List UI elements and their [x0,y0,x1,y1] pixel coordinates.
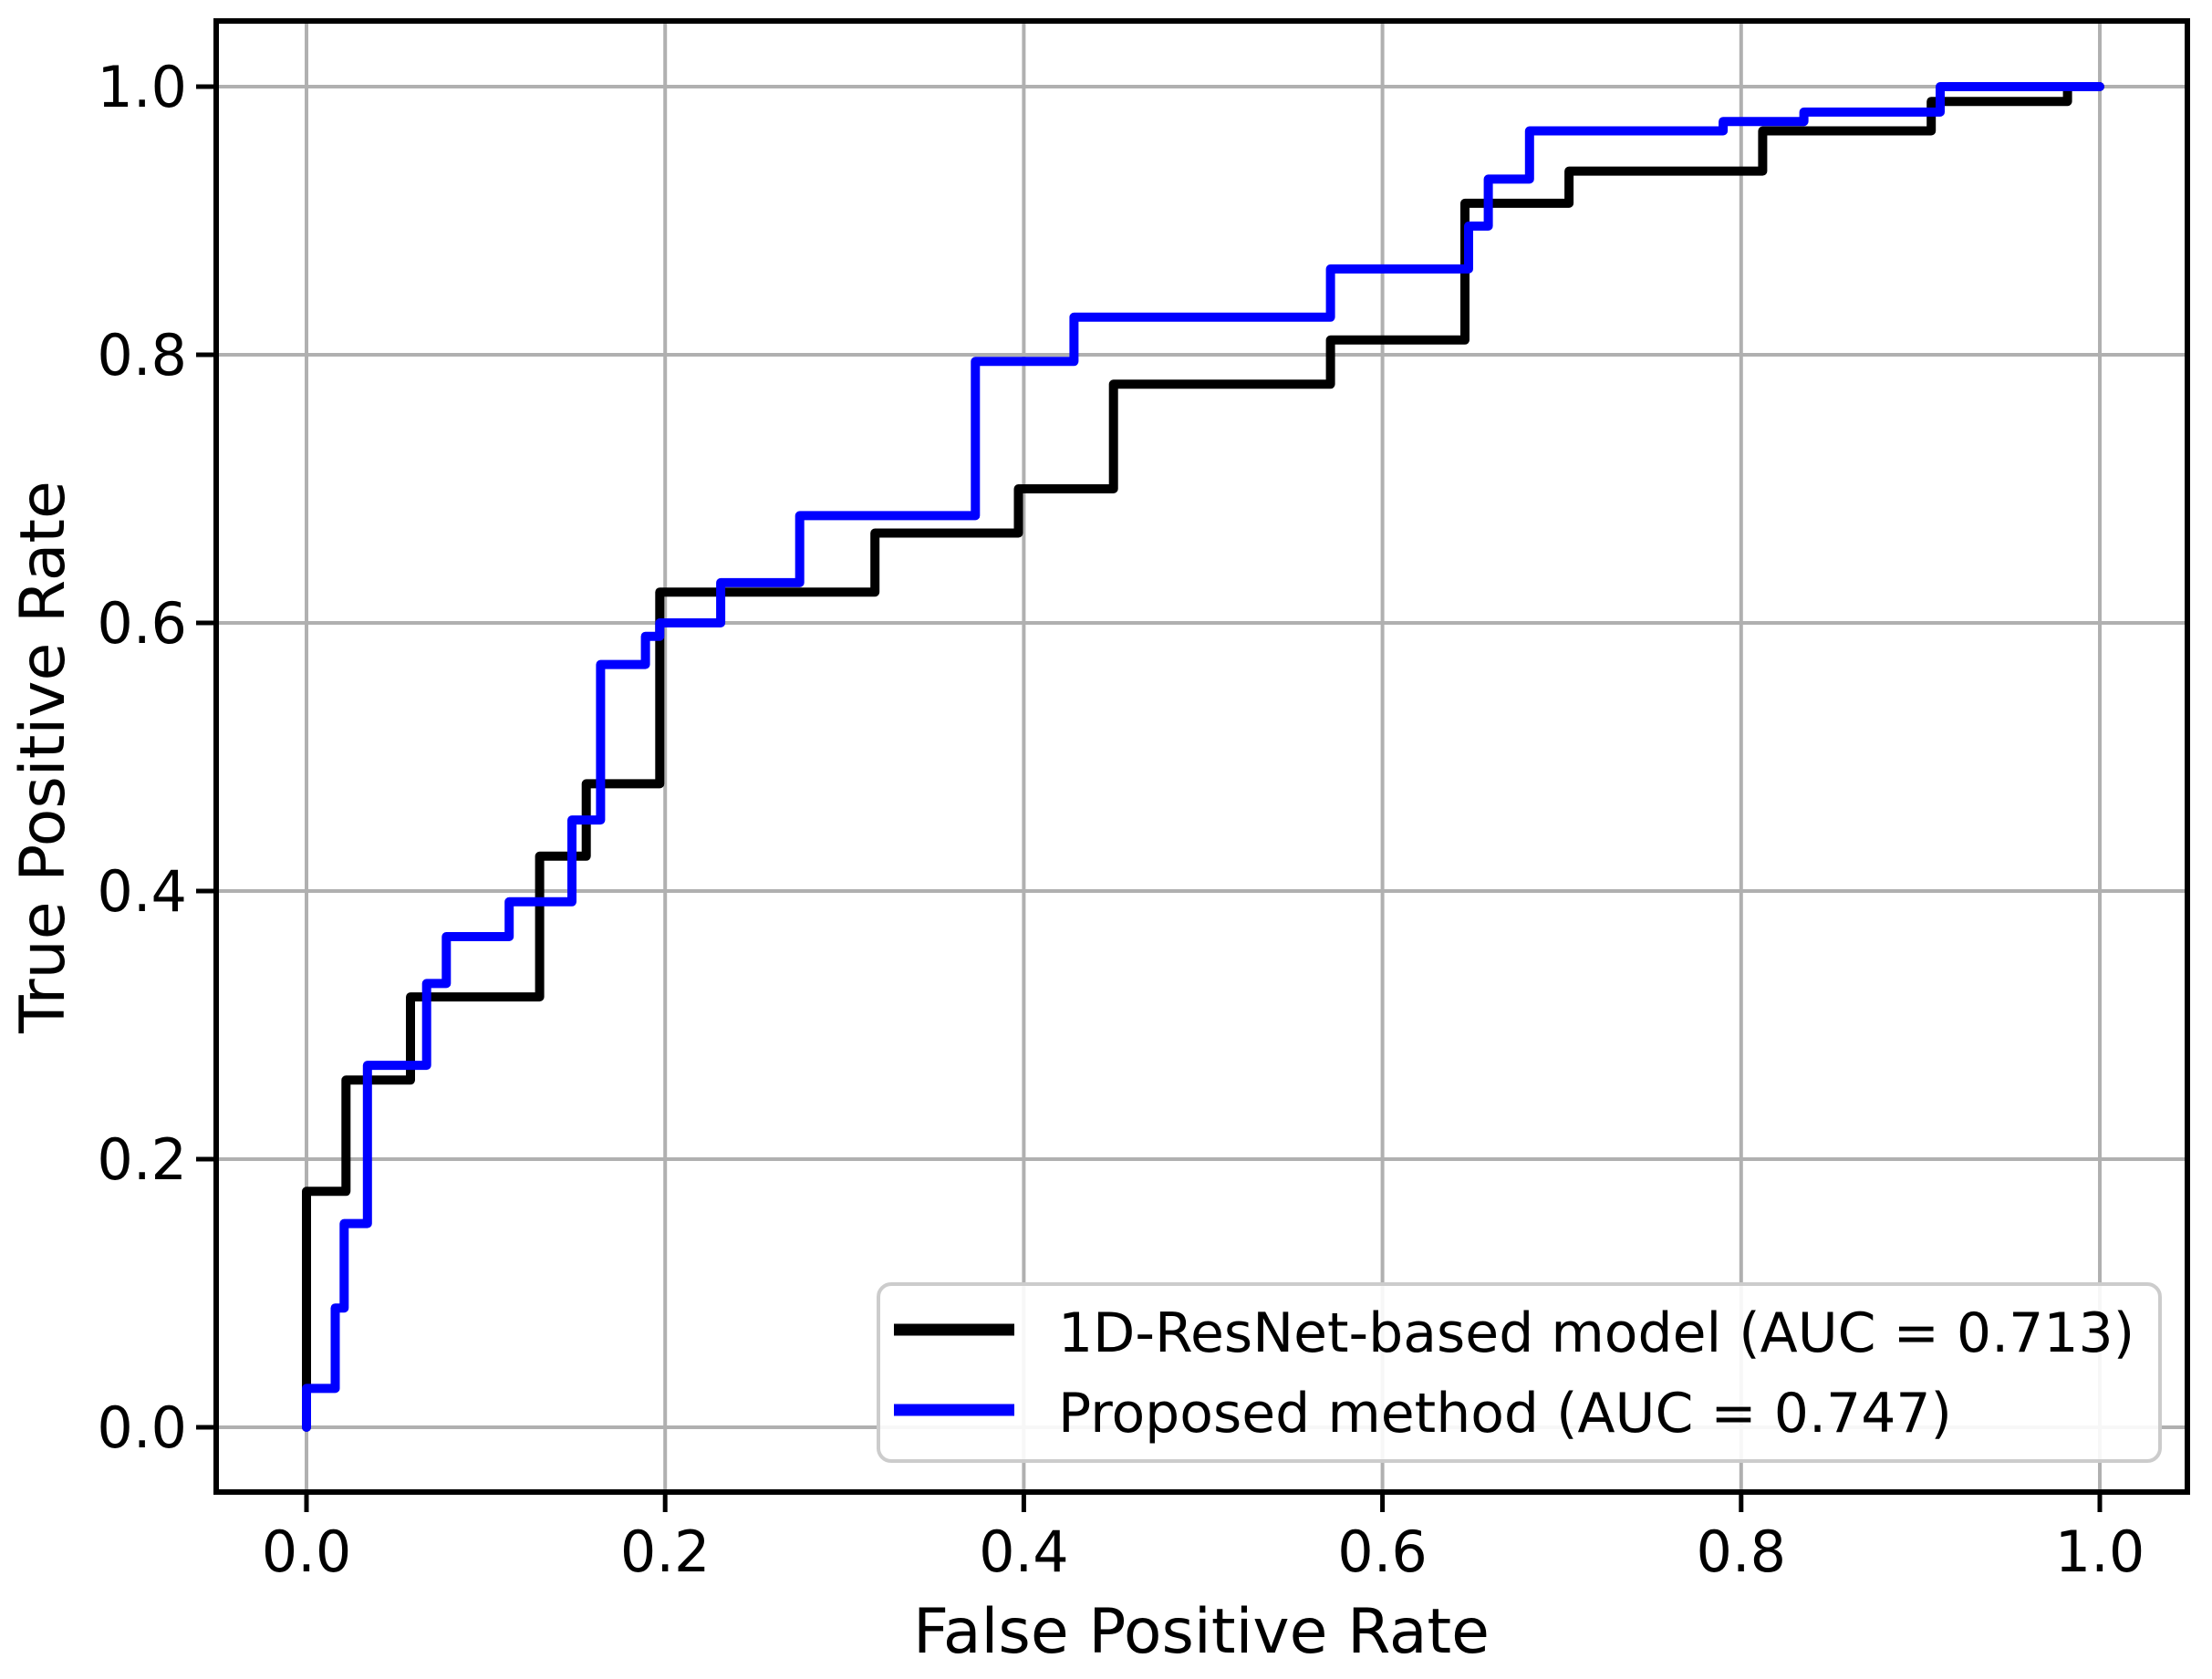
x-tick-label: 0.2 [620,1518,711,1585]
legend-label-proposed: Proposed method (AUC = 0.747) [1058,1382,1952,1446]
grid-lines [216,21,2187,1492]
y-tick-label: 0.4 [97,858,187,925]
y-tick-label: 0.0 [97,1394,187,1461]
y-tick-label: 1.0 [97,54,187,120]
x-tick-label: 0.4 [979,1518,1069,1585]
legend: 1D-ResNet-based model (AUC = 0.713) Prop… [877,1282,2162,1463]
plot-area-border [213,18,2190,1495]
roc-curve-resnet [302,82,2104,1432]
x-axis-label: False Positive Rate [913,1596,1490,1668]
roc-curve-proposed [302,82,2104,1432]
legend-box [877,1282,2162,1463]
roc-curves [302,82,2104,1432]
axis-ticks [196,84,2103,1512]
y-tick-label: 0.2 [97,1126,187,1193]
y-tick-label: 0.8 [97,322,187,389]
y-axis-label: True Positive Rate [7,481,79,1034]
x-tick-label: 0.6 [1337,1518,1428,1585]
x-tick-label: 1.0 [2055,1518,2145,1585]
y-tick-label: 0.6 [97,590,187,657]
legend-label-resnet: 1D-ResNet-based model (AUC = 0.713) [1058,1301,2134,1365]
x-tick-label: 0.8 [1696,1518,1786,1585]
x-tick-labels: 0.0 0.2 0.4 0.6 0.8 1.0 [262,1518,2145,1585]
x-tick-label: 0.0 [262,1518,352,1585]
y-tick-labels: 0.0 0.2 0.4 0.6 0.8 1.0 [97,54,187,1461]
